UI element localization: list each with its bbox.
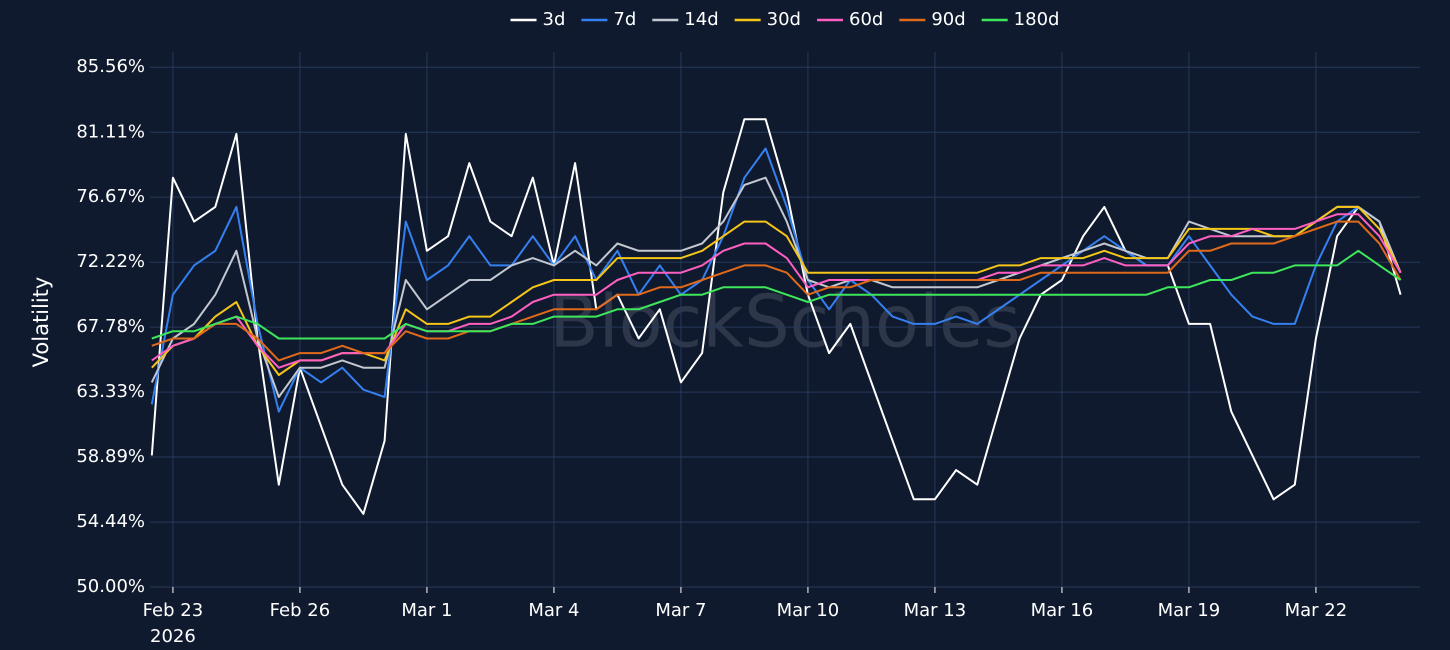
x-year-label: 2026 [150,626,196,647]
y-axis-label: Volatility [29,277,53,368]
legend-item: 3d [510,9,566,30]
series-line [150,147,1402,413]
y-tick-label: 58.89% [76,446,145,467]
legend-item: 7d [581,9,636,30]
legend-label: 90d [931,9,965,30]
y-tick-label: 76.67% [76,186,145,207]
grid [150,52,1420,588]
series-line [151,220,1402,362]
x-tick-label: Mar 22 [1285,600,1348,621]
y-tick-label: 67.78% [76,316,145,337]
series-line [150,176,1402,398]
x-tick-label: Mar 16 [1031,600,1094,621]
y-tick-label: 81.11% [76,121,145,142]
legend-label: 30d [767,9,801,30]
x-tick-label: Mar 4 [528,600,579,621]
x-tick-label: Mar 7 [655,600,706,621]
y-tick-label: 85.56% [76,56,145,77]
series-line [151,213,1402,369]
legend-label: 60d [849,9,883,30]
series-line [151,249,1402,340]
legend-label: 7d [613,9,636,30]
y-tick-label: 50.00% [76,576,145,597]
y-tick-label: 72.22% [76,251,145,272]
legend-label: 3d [543,9,566,30]
ticks: 50.00% 54.44% 58.89% 63.33% 67.78% 72.22% 76.6… [76,56,1347,647]
legend-item: 60d [816,9,883,30]
x-tick-label: Mar 1 [401,600,452,621]
x-tick-label: Mar 13 [904,600,967,621]
legend-item: 30d [734,9,801,30]
legend-label: 180d [1014,9,1060,30]
legend: 3d 7d 14d 30d 60d 90d 180d [510,9,1060,30]
lines [150,118,1402,515]
x-tick-label: Feb 23 [143,600,204,621]
legend-label: 14d [684,9,718,30]
x-tick-label: Mar 19 [1158,600,1221,621]
x-tick-label: Feb 26 [270,600,331,621]
series-line [150,118,1402,515]
x-tick-label: Mar 10 [777,600,840,621]
legend-item: 14d [652,9,719,30]
y-tick-label: 54.44% [76,511,145,532]
legend-item: 180d [981,9,1060,30]
legend-item: 90d [899,9,966,30]
y-tick-label: 63.33% [76,381,145,402]
watermark: BlockScholes [549,280,1021,364]
